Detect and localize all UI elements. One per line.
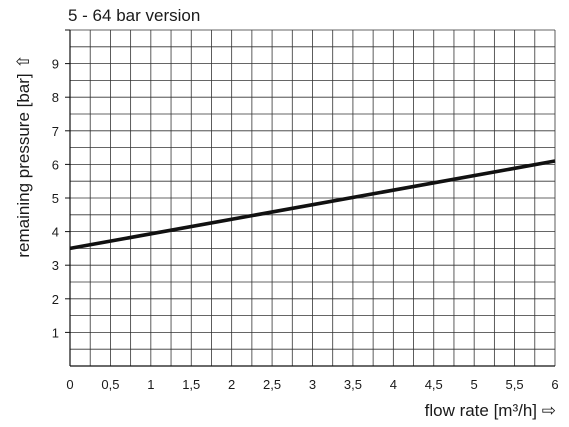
y-tick-label: 9: [52, 57, 59, 72]
x-tick-label: 5: [471, 377, 478, 392]
y-tick-label: 2: [52, 292, 59, 307]
x-tick-label: 5,5: [506, 377, 524, 392]
grid: [69, 29, 556, 367]
x-tick-label: 1,5: [182, 377, 200, 392]
x-tick-label: 2: [228, 377, 235, 392]
pressure-curve: [69, 159, 556, 251]
x-tick-label: 3: [309, 377, 316, 392]
y-tick-label: 7: [52, 124, 59, 139]
x-tick-label: 4: [390, 377, 397, 392]
x-tick-label: 3,5: [344, 377, 362, 392]
y-tick-label: 5: [52, 191, 59, 206]
y-tick-label: 1: [52, 325, 59, 340]
x-tick-label: 6: [551, 377, 558, 392]
y-tick-label: 3: [52, 258, 59, 273]
x-tick-label: 4,5: [425, 377, 443, 392]
y-axis-label: remaining pressure [bar] ⇧: [14, 54, 33, 258]
y-tick-label: 8: [52, 90, 59, 105]
axes: [65, 29, 555, 367]
chart-title: 5 - 64 bar version: [68, 6, 201, 25]
y-tick-label: 4: [52, 225, 59, 240]
x-tick-label: 0: [66, 377, 73, 392]
x-axis-label: flow rate [m³/h] ⇨: [424, 401, 556, 420]
series-lines: [69, 159, 556, 251]
x-tick-label: 0,5: [101, 377, 119, 392]
x-tick-label: 2,5: [263, 377, 281, 392]
y-tick-label: 6: [52, 157, 59, 172]
x-tick-label: 1: [147, 377, 154, 392]
x-tick-labels: 0 0,5 1 1,5 2 2,5 3 3,5 4 4,5 5 5,5 6: [66, 377, 558, 392]
y-tick-labels: 1 2 3 4 5 6 7 8 9: [52, 57, 59, 341]
